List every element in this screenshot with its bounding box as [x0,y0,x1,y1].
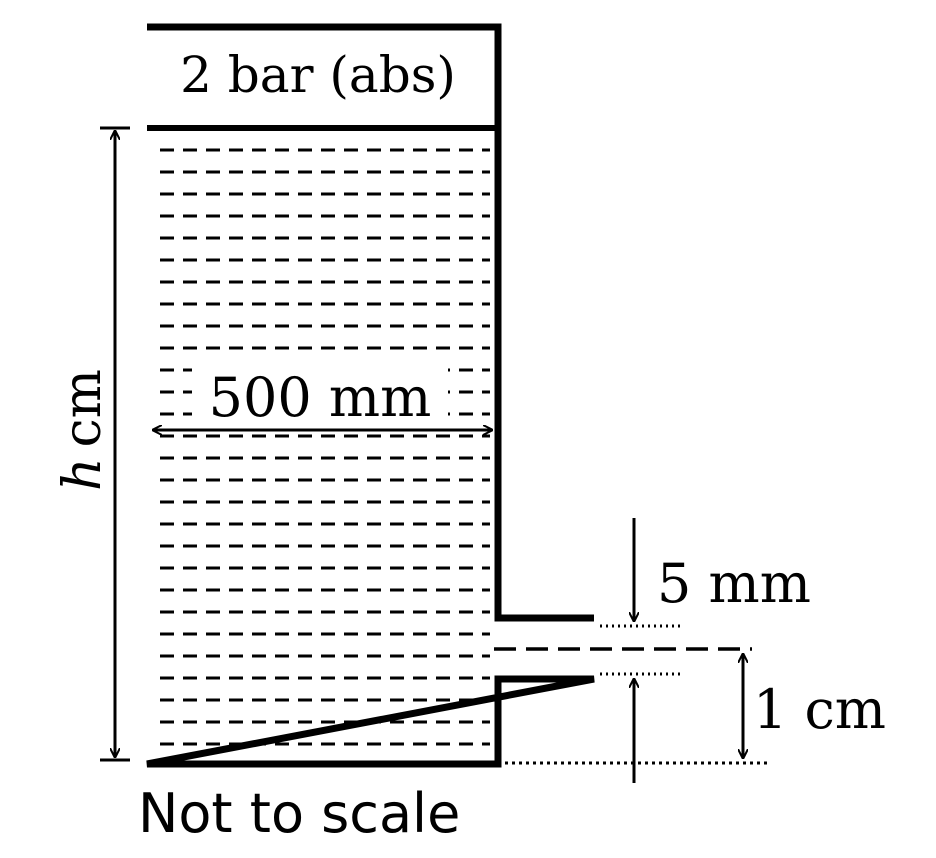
pipe-elevation-label: 1 cm [753,678,886,741]
not-to-scale-note: Not to scale [138,782,460,845]
tank-wall [146,23,595,768]
height-variable: h [53,457,113,491]
pipe-diameter-label: 5 mm [657,552,811,615]
liquid-fill [160,148,490,746]
height-label: h cm [53,369,113,491]
width-label-bg [192,362,448,420]
height-unit: cm [53,369,113,447]
tank-width-label: 500 mm [209,366,432,429]
gas-pressure-label: 2 bar (abs) [180,46,456,104]
